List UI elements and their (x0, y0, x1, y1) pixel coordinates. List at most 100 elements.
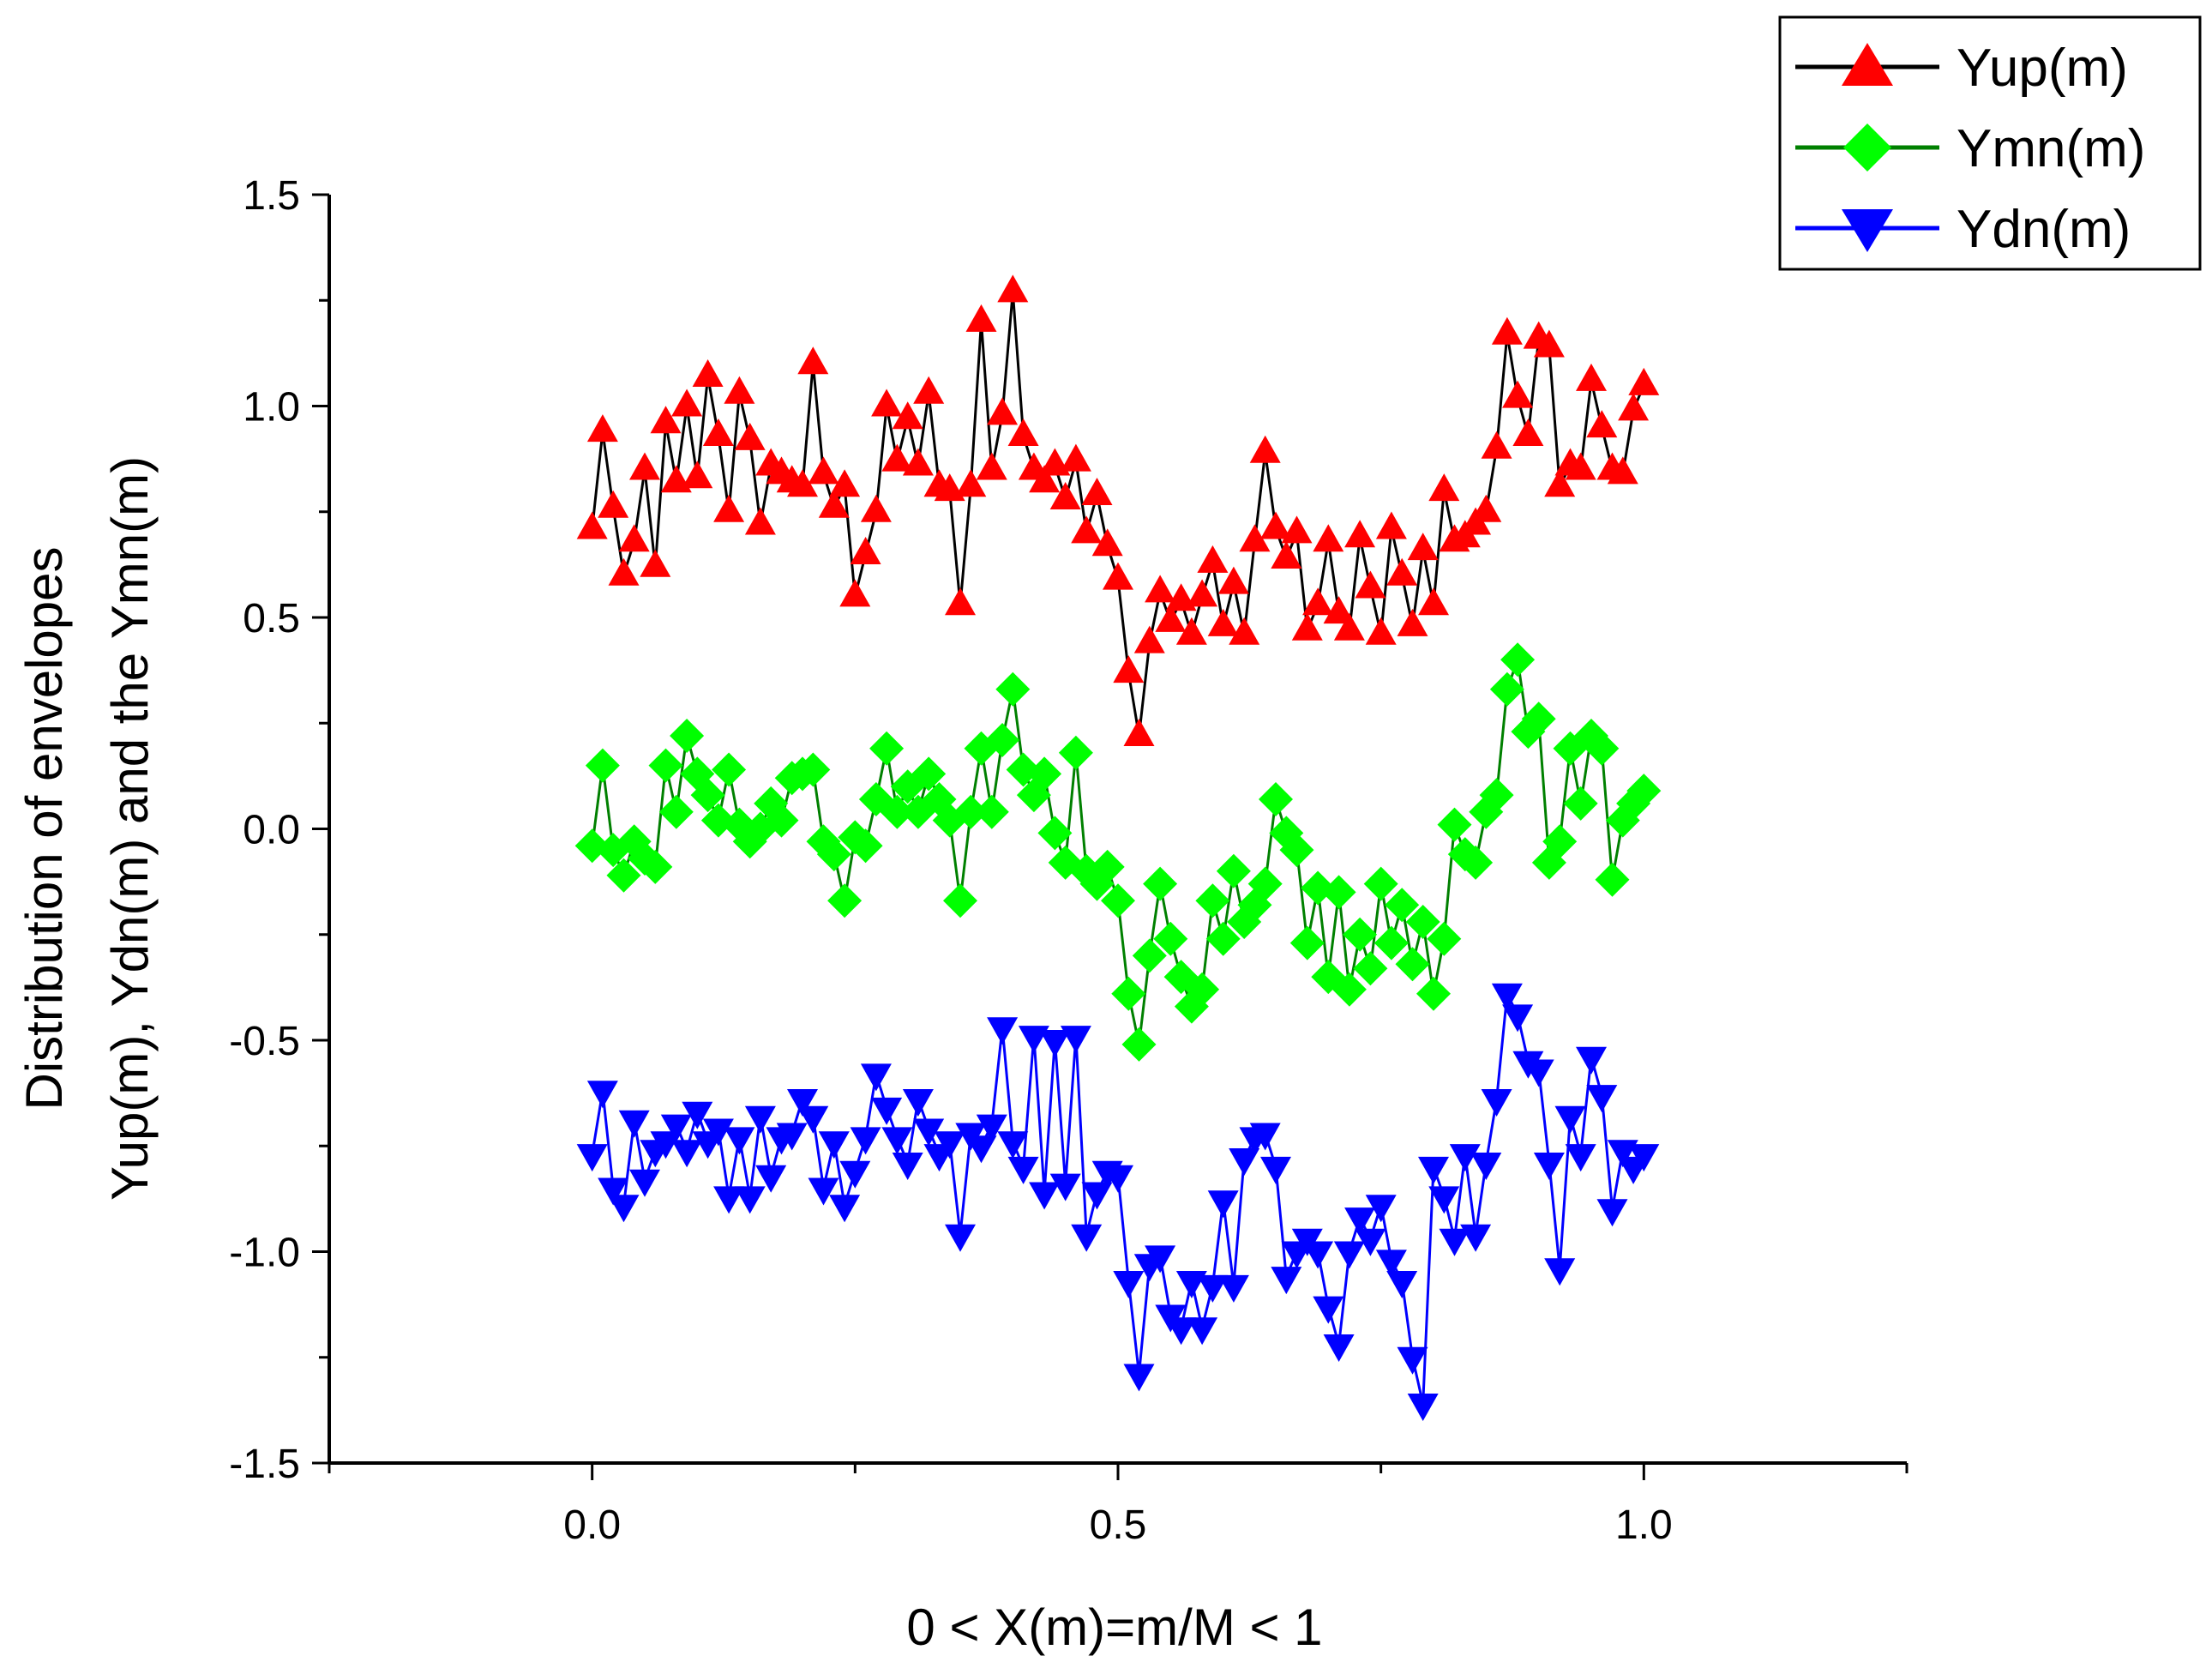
data-point-ydn (1060, 1026, 1091, 1054)
data-point-ymn (816, 837, 851, 872)
data-point-ydn (1596, 1199, 1628, 1227)
data-point-ydn (713, 1186, 745, 1214)
x-ticks: 0.0 0.5 1.0 (328, 1463, 1908, 1548)
data-point-ydn (1449, 1144, 1481, 1172)
data-point-ydn (1502, 1004, 1534, 1033)
data-point-ydn (1491, 983, 1523, 1011)
data-point-ymn (1121, 1027, 1157, 1062)
data-point-ymn (1373, 925, 1409, 960)
data-point-ydn (1375, 1249, 1407, 1278)
data-point-yup (1512, 418, 1544, 446)
data-point-ydn (1165, 1317, 1197, 1346)
data-point-ydn (881, 1127, 913, 1155)
data-point-yup (902, 448, 934, 476)
data-point-ydn (1249, 1123, 1281, 1151)
data-point-ymn (1111, 976, 1146, 1011)
data-point-ydn (776, 1123, 808, 1151)
data-point-ydn (608, 1195, 640, 1223)
data-point-ydn (1313, 1296, 1344, 1324)
data-point-ydn (1554, 1105, 1586, 1134)
data-point-ydn (1333, 1241, 1365, 1269)
data-point-yup (787, 469, 818, 497)
y-axis-title-line-2: Yup(m), Ydn(m) and the Ymn(m) (101, 456, 159, 1201)
data-point-yup (1113, 655, 1145, 683)
data-point-ymn (764, 803, 799, 838)
data-point-ymn (943, 883, 977, 918)
y-tick-label: -0.5 (229, 1019, 300, 1064)
data-point-ydn (829, 1195, 861, 1223)
data-point-ymn (1289, 925, 1325, 960)
data-point-ydn (1428, 1186, 1460, 1214)
data-point-ydn (724, 1127, 755, 1155)
data-point-yup (1576, 363, 1607, 391)
data-point-ymn (1321, 875, 1356, 910)
legend-label-ymn: Ymn(m) (1957, 119, 2145, 178)
data-point-ymn (1185, 972, 1220, 1007)
data-point-yup (965, 304, 997, 332)
data-point-yup (744, 507, 776, 535)
data-point-ydn (913, 1118, 945, 1147)
data-point-yup (860, 494, 892, 522)
data-point-yup (1533, 329, 1565, 358)
y-ticks: -1.5 -1.0 -0.5 0.0 0.5 1.0 1.5 (229, 173, 329, 1487)
data-point-yup (1481, 431, 1512, 459)
data-point-ydn (1470, 1153, 1502, 1180)
legend-label-yup: Yup(m) (1957, 39, 2128, 98)
data-point-yup (692, 359, 724, 387)
data-point-ydn (797, 1105, 829, 1134)
legend-item-ymn: Ymn(m) (1795, 119, 2145, 178)
data-point-ymn (796, 752, 831, 787)
data-point-yup (682, 461, 713, 489)
legend-marker-ydn (1842, 209, 1893, 252)
data-point-yup (1123, 719, 1155, 746)
data-point-yup (1145, 575, 1176, 603)
data-point-yup (586, 414, 618, 443)
data-point-ydn (1533, 1153, 1565, 1180)
data-point-ymn (670, 719, 705, 753)
data-point-yup (1397, 608, 1428, 636)
data-point-yup (881, 443, 913, 472)
data-point-yup (1007, 418, 1039, 446)
data-point-ydn (1302, 1241, 1334, 1269)
data-point-yup (713, 494, 745, 522)
data-point-ymn (1090, 849, 1125, 884)
data-point-ydn (1260, 1156, 1291, 1184)
data-point-yup (892, 401, 923, 430)
data-point-yup (1217, 566, 1249, 594)
data-point-yup (1502, 380, 1534, 408)
data-point-yup (640, 549, 671, 577)
data-point-ydn (1103, 1165, 1133, 1193)
data-point-yup (839, 579, 871, 607)
data-point-ydn (744, 1105, 776, 1134)
data-point-ymn (1584, 731, 1620, 766)
data-point-ydn (1355, 1228, 1386, 1256)
data-point-ydn (860, 1063, 892, 1092)
data-point-ydn (839, 1160, 871, 1189)
data-point-yup (808, 456, 839, 485)
data-point-ymn (648, 748, 683, 783)
data-point-ymn (1331, 972, 1367, 1007)
y-tick-label: -1.0 (229, 1231, 300, 1276)
data-point-ydn (892, 1153, 923, 1180)
data-point-ymn (1259, 782, 1293, 816)
data-point-ydn (945, 1224, 976, 1252)
data-point-yup (1302, 587, 1334, 616)
data-point-ydn (682, 1101, 713, 1129)
data-point-yup (1491, 316, 1523, 345)
data-point-yup (1103, 562, 1133, 590)
data-point-ymn (1353, 951, 1388, 986)
x-axis-title: 0 < X(m)=m/M < 1 (906, 1599, 1322, 1656)
data-point-ydn (1544, 1258, 1576, 1286)
y-tick-label: 1.5 (243, 173, 300, 219)
data-point-ymn (1058, 735, 1093, 770)
data-point-yup (1355, 570, 1386, 599)
data-point-ymn (1027, 756, 1062, 792)
data-point-yup (1197, 545, 1229, 573)
data-point-ydn (1123, 1364, 1155, 1392)
data-point-yup (608, 557, 640, 586)
data-point-ydn (1081, 1182, 1113, 1210)
data-point-ymn (880, 794, 915, 829)
data-point-yup (1418, 587, 1449, 616)
data-point-ydn (934, 1131, 965, 1159)
data-point-yup (1628, 367, 1660, 395)
